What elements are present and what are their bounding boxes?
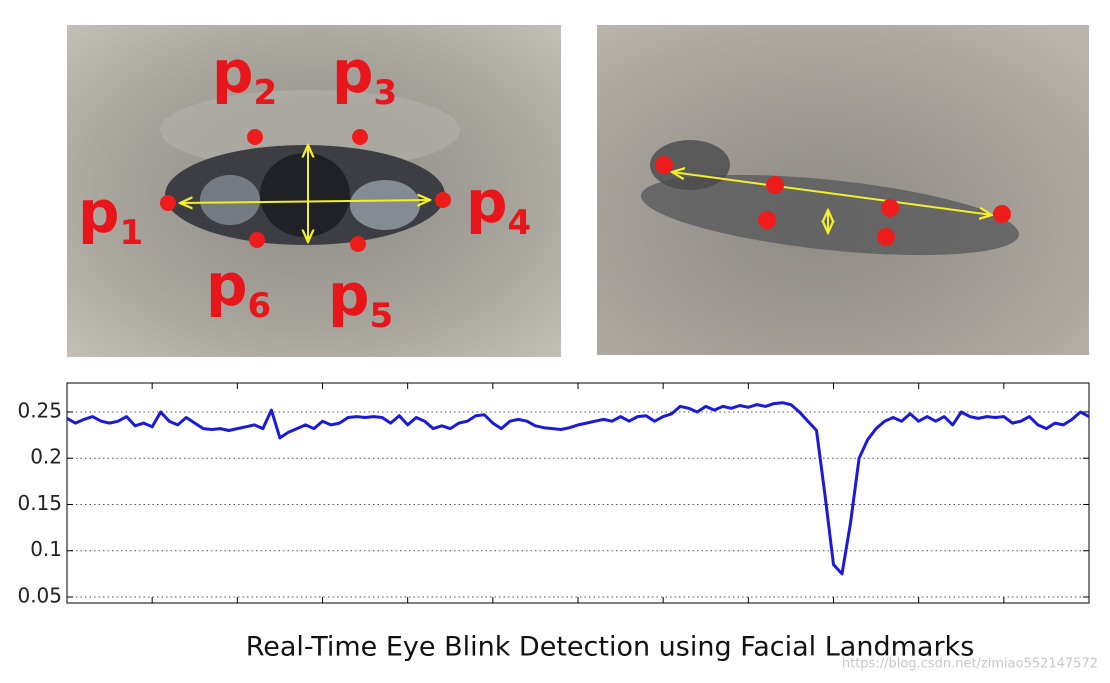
label-base: p [332, 38, 374, 106]
line-series [66, 401, 1090, 576]
label-sub: 5 [370, 296, 394, 336]
y-tick-label: 0.1 [30, 537, 62, 561]
iris [260, 153, 350, 237]
landmark-label: p6 [206, 251, 271, 326]
landmark-dot [247, 129, 263, 145]
landmark-dot [766, 176, 784, 194]
landmark-label: p4 [466, 168, 531, 243]
eye-white [200, 175, 260, 225]
landmark-label: p5 [328, 261, 393, 336]
open-eye-panel: p1 p2 p3 p4 p5 p6 [67, 25, 561, 357]
brow-shade [160, 90, 460, 170]
landmark-dot [655, 156, 673, 174]
label-base: p [212, 38, 254, 106]
label-base: p [466, 168, 508, 236]
label-base: p [206, 251, 248, 319]
watermark: https://blog.csdn.net/zimiao552147572 [842, 657, 1098, 672]
plot-area [66, 382, 1090, 604]
landmark-dot [758, 211, 776, 229]
y-tick-label: 0.25 [17, 398, 62, 422]
landmark-label: p3 [332, 38, 397, 113]
landmark-dot [881, 199, 899, 217]
label-sub: 6 [248, 286, 272, 326]
y-tick-label: 0.15 [17, 491, 62, 515]
landmark-dot [435, 192, 451, 208]
y-tick-label: 0.05 [17, 583, 62, 607]
width-arrow [672, 172, 992, 215]
label-sub: 1 [120, 213, 144, 253]
landmark-label: p2 [212, 38, 277, 113]
landmark-dot [249, 232, 265, 248]
label-base: p [328, 261, 370, 329]
landmark-label: p1 [78, 178, 143, 253]
y-tick-label: 0.2 [30, 445, 62, 469]
label-base: p [78, 178, 120, 246]
caption: Real-Time Eye Blink Detection using Faci… [246, 632, 975, 663]
eye-white [350, 180, 420, 230]
label-sub: 4 [508, 203, 532, 243]
landmark-dots [160, 129, 451, 252]
landmark-dot [993, 205, 1011, 223]
landmark-dot [350, 236, 366, 252]
closed-eye-panel [597, 25, 1089, 355]
label-sub: 3 [374, 73, 398, 113]
landmark-dot [877, 228, 895, 246]
landmark-dot [160, 195, 176, 211]
label-sub: 2 [254, 73, 278, 113]
landmark-dots [655, 156, 1011, 246]
landmark-dot [352, 129, 368, 145]
